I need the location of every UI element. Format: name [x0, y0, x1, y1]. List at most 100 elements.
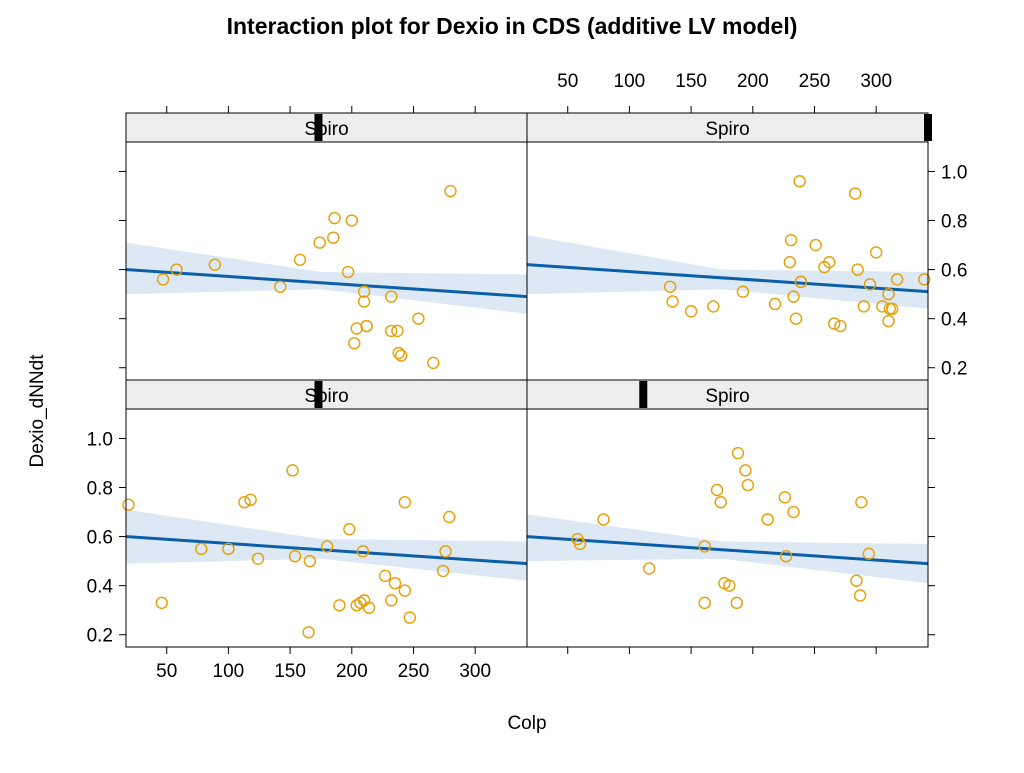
panel-1: Spiro 50 100 150 200 250 300 0.2 0.4 0.6 0.8 1.0	[87, 379, 528, 682]
data-point	[834, 319, 847, 333]
fit-line	[526, 535, 929, 566]
x-tick-label: 300	[459, 661, 491, 682]
x-tick-label: 300	[860, 71, 892, 92]
data-point	[597, 513, 610, 526]
panel-strip	[526, 379, 929, 410]
data-point	[731, 446, 745, 460]
panel-frame	[526, 408, 929, 648]
strip-label: Spiro	[304, 386, 348, 407]
data-point	[357, 295, 371, 308]
data-point	[793, 175, 806, 188]
data-point	[288, 550, 302, 563]
data-point	[698, 596, 711, 610]
data-point	[391, 324, 404, 338]
confidence-band	[126, 242, 527, 314]
data-point	[890, 273, 904, 286]
x-tick-label: 100	[213, 661, 245, 682]
data-point	[823, 256, 836, 269]
x-tick-label: 150	[675, 71, 707, 92]
data-point	[222, 542, 235, 556]
confidence-band	[527, 235, 928, 309]
y-tick-label: 0.4	[941, 310, 968, 331]
data-point	[412, 312, 425, 325]
data-point	[739, 464, 752, 477]
data-point	[385, 594, 398, 607]
x-axis-title: Colp	[507, 713, 546, 734]
data-point	[251, 552, 265, 565]
data-point	[439, 545, 452, 558]
data-point	[723, 579, 736, 592]
data-point	[244, 493, 257, 506]
data-point	[886, 302, 899, 316]
data-point	[443, 510, 456, 524]
data-point	[328, 211, 341, 225]
data-point	[789, 312, 803, 325]
data-point	[849, 187, 862, 200]
data-point	[327, 231, 340, 244]
x-tick-label: 250	[398, 661, 430, 682]
data-point	[398, 496, 412, 509]
data-point	[783, 256, 797, 269]
panel-2: Spiro	[526, 379, 935, 654]
x-tick-label: 100	[614, 71, 646, 92]
data-point	[320, 540, 334, 553]
strip-level-marker	[314, 114, 323, 141]
data-point	[170, 263, 183, 276]
data-point	[714, 496, 727, 509]
strip-label: Spiro	[705, 386, 749, 407]
data-point	[155, 596, 168, 610]
data-point	[208, 258, 222, 271]
strip-level-marker	[314, 381, 323, 408]
data-point	[343, 523, 356, 536]
data-point	[707, 300, 720, 313]
panel-strip	[125, 379, 528, 410]
y-tick-label: 0.2	[87, 626, 113, 647]
data-point	[850, 574, 863, 587]
data-point	[362, 601, 376, 614]
data-point	[851, 263, 864, 276]
data-point	[385, 290, 398, 303]
data-point	[869, 246, 883, 259]
data-point	[663, 280, 677, 293]
fit-line	[125, 535, 528, 566]
x-tick-label: 250	[799, 71, 831, 92]
data-point	[642, 562, 656, 575]
strip-label: Spiro	[705, 119, 749, 140]
data-point	[303, 554, 317, 568]
data-point	[787, 290, 800, 303]
data-point	[356, 545, 370, 558]
data-point	[779, 550, 793, 563]
data-point	[882, 314, 895, 328]
y-tick-label: 0.8	[941, 212, 967, 233]
data-point	[855, 496, 868, 509]
data-point	[853, 589, 867, 602]
y-tick-label: 0.6	[87, 528, 113, 549]
y-tick-label: 1.0	[941, 162, 967, 183]
data-point	[698, 540, 711, 553]
data-point	[293, 253, 307, 266]
data-point	[863, 278, 877, 291]
data-point	[313, 236, 326, 249]
data-point	[794, 275, 808, 289]
data-point	[360, 319, 373, 333]
y-tick-label: 0.6	[941, 261, 967, 282]
data-point	[392, 346, 405, 360]
data-point	[857, 300, 871, 313]
data-point	[238, 496, 251, 509]
data-point	[828, 317, 841, 330]
data-point	[741, 478, 755, 492]
data-point	[345, 214, 358, 227]
data-point	[666, 295, 679, 308]
data-point	[918, 273, 931, 286]
data-point	[573, 537, 587, 551]
data-point	[436, 564, 450, 578]
x-tick-label: 150	[274, 661, 306, 682]
data-point	[394, 349, 408, 362]
data-point	[398, 584, 412, 597]
data-point	[122, 498, 135, 511]
data-point	[427, 356, 440, 370]
data-point	[378, 569, 392, 583]
data-point	[784, 233, 798, 247]
